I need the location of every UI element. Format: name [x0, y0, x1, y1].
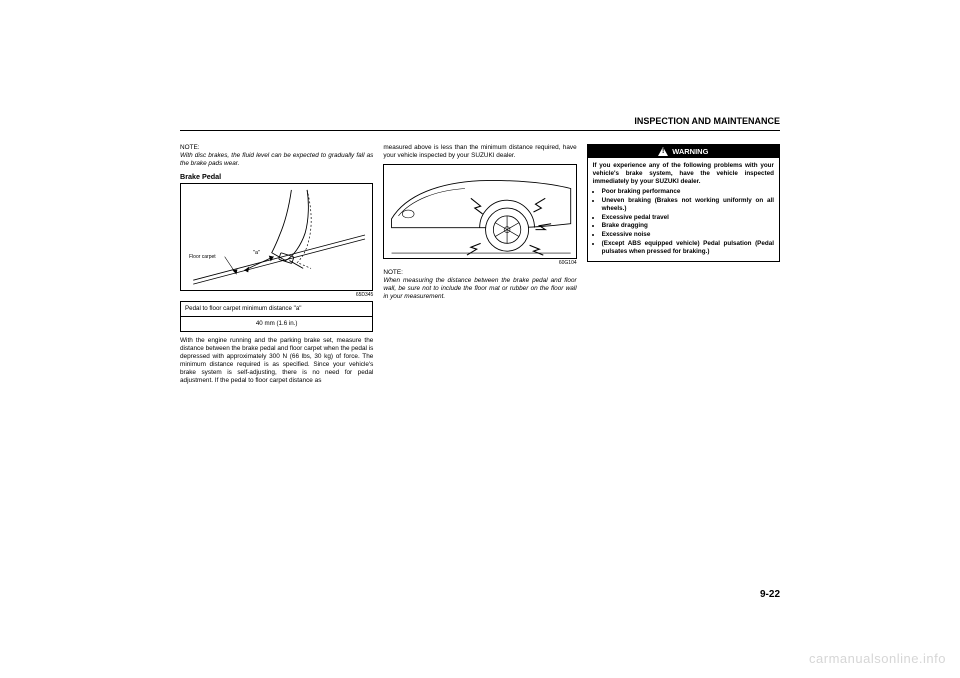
brake-pedal-heading: Brake Pedal [180, 172, 373, 181]
page-number: 9-22 [760, 589, 780, 600]
figure-brake-pedal: Floor carpet "a" [180, 183, 373, 291]
column-3: WARNING If you experience any of the fol… [587, 144, 780, 389]
figure-vehicle-noise [383, 164, 576, 259]
list-item: Excessive noise [602, 231, 774, 239]
content-columns: NOTE: With disc brakes, the fluid level … [180, 144, 780, 389]
warning-triangle-icon [658, 147, 668, 156]
pedal-distance-table: Pedal to floor carpet minimum distance "… [180, 301, 373, 332]
dimension-a-label: "a" [253, 250, 260, 257]
watermark: carmanualsonline.info [809, 651, 946, 666]
body-paragraph: With the engine running and the parking … [180, 337, 373, 385]
warning-header: WARNING [588, 145, 779, 158]
warning-box: WARNING If you experience any of the fol… [587, 144, 780, 262]
note-body: With disc brakes, the fluid level can be… [180, 152, 373, 167]
header-rule [180, 130, 780, 131]
figure-code-2: 60G104 [383, 260, 576, 266]
vehicle-noise-svg [384, 165, 575, 258]
note-block: NOTE: With disc brakes, the fluid level … [180, 144, 373, 168]
warning-title: WARNING [672, 147, 708, 156]
note-label: NOTE: [383, 269, 403, 276]
list-item: Brake dragging [602, 222, 774, 230]
figure-code-1: 65D345 [180, 292, 373, 298]
note-block: NOTE: When measuring the distance betwee… [383, 269, 576, 301]
warning-intro: If you experience any of the following p… [593, 162, 774, 186]
manual-page: INSPECTION AND MAINTENANCE NOTE: With di… [180, 130, 780, 570]
brake-pedal-svg [181, 184, 372, 290]
section-header: INSPECTION AND MAINTENANCE [630, 116, 780, 126]
warning-body: If you experience any of the following p… [588, 158, 779, 260]
warning-list: Poor braking performance Uneven braking … [593, 188, 774, 256]
list-item: Excessive pedal travel [602, 214, 774, 222]
list-item: (Except ABS equipped vehicle) Pedal puls… [602, 240, 774, 256]
column-2: measured above is less than the minimum … [383, 144, 576, 389]
table-row: Pedal to floor carpet minimum distance "… [181, 302, 372, 316]
list-item: Uneven braking (Brakes not working unifo… [602, 197, 774, 213]
floor-carpet-label: Floor carpet [189, 254, 216, 260]
note-label: NOTE: [180, 144, 200, 151]
table-row: 40 mm (1.6 in.) [181, 316, 372, 331]
note-body: When measuring the distance between the … [383, 277, 576, 300]
list-item: Poor braking performance [602, 188, 774, 196]
column-1: NOTE: With disc brakes, the fluid level … [180, 144, 373, 389]
body-paragraph: measured above is less than the minimum … [383, 144, 576, 160]
